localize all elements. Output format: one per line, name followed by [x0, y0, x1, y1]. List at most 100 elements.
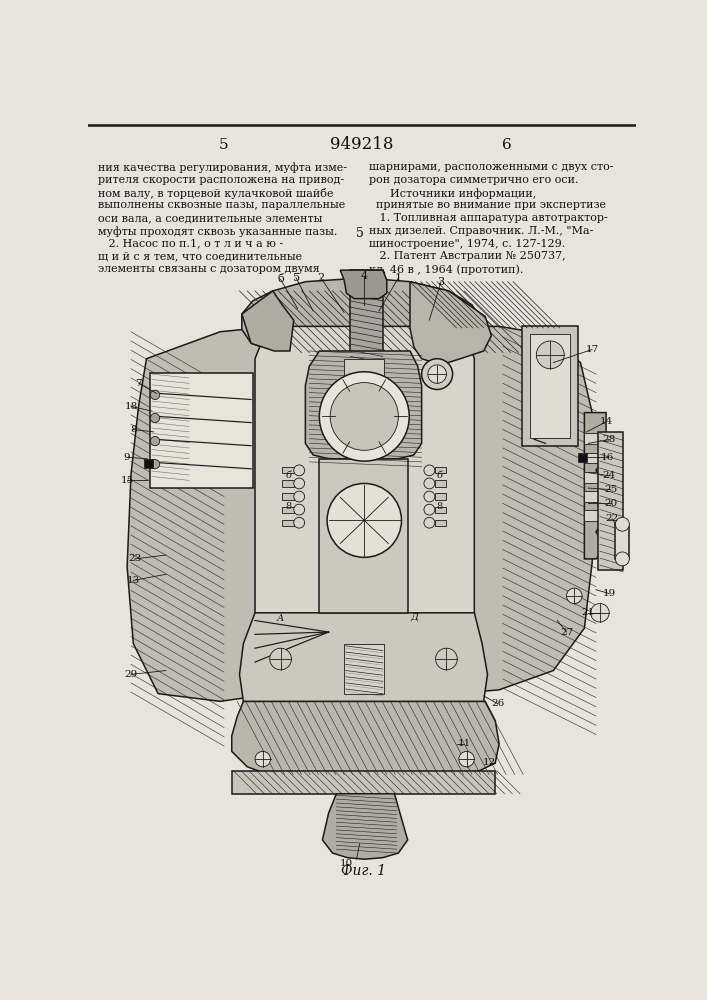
Text: 12: 12 [483, 758, 496, 767]
Text: 26: 26 [491, 699, 504, 708]
Text: 20: 20 [604, 499, 617, 508]
Text: выполнены сквозные пазы, параллельные: выполнены сквозные пазы, параллельные [98, 200, 345, 210]
Bar [435, 493, 446, 500]
Text: 16: 16 [601, 453, 614, 462]
Text: б: б [277, 274, 284, 284]
Text: б: б [436, 471, 443, 480]
Text: принятые во внимание при экспертизе: принятые во внимание при экспертизе [369, 200, 606, 210]
Circle shape [424, 491, 435, 502]
Text: 2: 2 [317, 273, 325, 283]
Text: б: б [286, 471, 291, 480]
Circle shape [293, 478, 305, 489]
Text: шарнирами, расположенными с двух сто-: шарнирами, расположенными с двух сто- [369, 162, 614, 172]
Polygon shape [457, 326, 596, 694]
Bar [585, 453, 606, 463]
Bar [282, 507, 293, 513]
Text: 3: 3 [438, 277, 445, 287]
Bar [585, 510, 606, 521]
Bar [435, 480, 446, 487]
Text: 13: 13 [127, 576, 140, 585]
Text: 2. Патент Австралии № 250737,: 2. Патент Австралии № 250737, [369, 251, 566, 261]
Circle shape [320, 372, 409, 461]
Text: 5: 5 [219, 138, 229, 152]
Text: 25: 25 [604, 485, 617, 494]
Circle shape [255, 751, 271, 767]
Bar [522, 326, 578, 446]
Circle shape [424, 517, 435, 528]
Circle shape [151, 413, 160, 423]
Text: 27: 27 [560, 628, 573, 637]
Text: 1: 1 [395, 273, 402, 283]
Circle shape [151, 436, 160, 446]
Text: 5: 5 [356, 227, 364, 240]
Text: 2. Насос по п.1, о т л и ч а ю -: 2. Насос по п.1, о т л и ч а ю - [98, 239, 283, 249]
Bar [351, 270, 383, 397]
Text: 11: 11 [457, 739, 471, 748]
Bar [282, 467, 293, 473]
Polygon shape [585, 413, 606, 559]
Circle shape [424, 465, 435, 476]
Text: 15: 15 [120, 476, 134, 485]
Text: 949218: 949218 [330, 136, 394, 153]
Text: 8: 8 [436, 502, 443, 511]
Circle shape [293, 465, 305, 476]
Polygon shape [242, 291, 293, 351]
Circle shape [424, 504, 435, 515]
Circle shape [459, 751, 474, 767]
Text: 21: 21 [582, 608, 595, 617]
Text: 18: 18 [124, 402, 138, 411]
Text: шиностроение", 1974, с. 127-129.: шиностроение", 1974, с. 127-129. [369, 239, 565, 249]
Bar [282, 480, 293, 487]
Text: 8: 8 [285, 502, 291, 511]
Bar [344, 644, 385, 694]
Circle shape [615, 517, 629, 531]
Circle shape [270, 648, 291, 670]
Text: 17: 17 [585, 345, 599, 354]
Text: 29: 29 [124, 670, 138, 679]
Bar [144, 459, 153, 468]
Text: Источники информации,: Источники информации, [369, 188, 536, 199]
Circle shape [151, 390, 160, 400]
Text: оси вала, а соединительные элементы: оси вала, а соединительные элементы [98, 213, 322, 223]
Circle shape [615, 552, 629, 566]
Circle shape [424, 478, 435, 489]
Text: 9: 9 [124, 453, 130, 462]
Circle shape [327, 483, 402, 557]
Text: 24: 24 [602, 471, 616, 480]
Polygon shape [242, 278, 484, 351]
Text: ном валу, в торцевой кулачковой шайбе: ном валу, в торцевой кулачковой шайбе [98, 188, 333, 199]
Text: 22: 22 [606, 514, 619, 523]
Polygon shape [305, 351, 421, 459]
Text: ных дизелей. Справочник. Л.-М., "Ма-: ных дизелей. Справочник. Л.-М., "Ма- [369, 226, 593, 236]
Text: 28: 28 [602, 435, 616, 444]
Text: 14: 14 [600, 417, 613, 426]
Circle shape [590, 604, 609, 622]
Bar [578, 453, 588, 462]
Bar [435, 467, 446, 473]
Circle shape [330, 383, 398, 450]
Bar [282, 493, 293, 500]
Bar [530, 334, 571, 438]
Text: ния качества регулирования, муфта изме-: ния качества регулирования, муфта изме- [98, 162, 346, 173]
Polygon shape [410, 282, 491, 365]
Text: 6: 6 [502, 138, 512, 152]
Circle shape [421, 359, 452, 389]
Text: 23: 23 [128, 554, 141, 563]
Text: 4: 4 [361, 271, 368, 281]
Bar [151, 373, 252, 488]
Text: Д: Д [410, 612, 418, 621]
Text: муфты проходят сквозь указанные пазы.: муфты проходят сквозь указанные пазы. [98, 226, 337, 237]
Bar [585, 472, 606, 483]
Text: рителя скорости расположена на привод-: рителя скорости расположена на привод- [98, 175, 344, 185]
Circle shape [293, 491, 305, 502]
Bar [435, 507, 446, 513]
Text: кл. 46 в , 1964 (прототип).: кл. 46 в , 1964 (прототип). [369, 264, 523, 275]
Text: Фиг. 1: Фиг. 1 [341, 864, 386, 878]
Bar [282, 520, 293, 526]
Polygon shape [340, 270, 387, 299]
Bar [435, 520, 446, 526]
Text: рон дозатора симметрично его оси.: рон дозатора симметрично его оси. [369, 175, 578, 185]
Circle shape [428, 365, 446, 383]
Text: элементы связаны с дозатором двумя: элементы связаны с дозатором двумя [98, 264, 320, 274]
Polygon shape [240, 613, 488, 701]
